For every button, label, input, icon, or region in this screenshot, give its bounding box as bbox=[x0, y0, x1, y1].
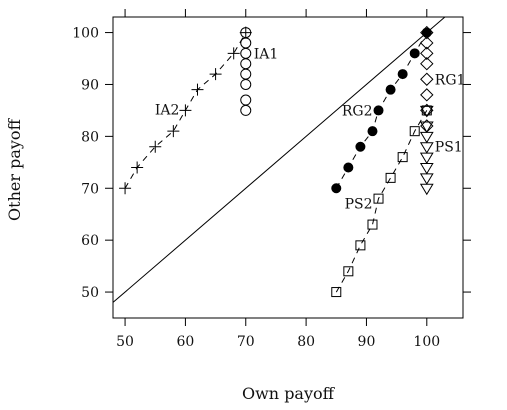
x-axis-label: Own payoff bbox=[242, 384, 336, 403]
plot-frame bbox=[112, 16, 464, 319]
data-point bbox=[419, 173, 434, 185]
data-point bbox=[227, 47, 240, 60]
data-point bbox=[355, 240, 366, 251]
data-point bbox=[331, 183, 342, 194]
data-point bbox=[239, 26, 252, 39]
x-tick-label: 60 bbox=[176, 334, 194, 350]
data-point bbox=[421, 27, 432, 38]
data-point bbox=[240, 58, 252, 70]
data-point bbox=[419, 105, 434, 118]
series-label-ia2: IA2 bbox=[155, 102, 180, 118]
data-point bbox=[167, 125, 180, 138]
data-point bbox=[420, 56, 434, 71]
data-point bbox=[355, 141, 366, 152]
x-tick-label: 70 bbox=[237, 334, 255, 350]
series-rg2 bbox=[331, 27, 432, 194]
series-label-layer: IA1 IA2 RG1 RG2 PS1 PS2 bbox=[155, 46, 466, 212]
series-ia2 bbox=[119, 26, 252, 195]
data-point bbox=[420, 88, 434, 102]
series-label-rg2: RG2 bbox=[342, 103, 373, 119]
data-point bbox=[373, 193, 384, 204]
series-rg1 bbox=[420, 25, 434, 133]
series-ps1 bbox=[419, 105, 434, 196]
x-tick-label: 50 bbox=[116, 334, 134, 350]
y-axis-label: Other payoff bbox=[5, 117, 24, 221]
data-point bbox=[420, 72, 434, 86]
y-tick-label: 80 bbox=[81, 129, 99, 145]
series-label-ia1: IA1 bbox=[254, 46, 279, 62]
data-point bbox=[397, 152, 408, 163]
series-ps2 bbox=[331, 105, 432, 298]
data-point bbox=[240, 47, 252, 59]
y-tick-label: 100 bbox=[72, 26, 99, 42]
data-point bbox=[367, 219, 378, 230]
data-point bbox=[367, 126, 378, 137]
data-point bbox=[419, 142, 434, 154]
reference-line-y-equals-x bbox=[112, 16, 446, 303]
data-point bbox=[240, 94, 252, 106]
data-point bbox=[420, 36, 434, 50]
data-point bbox=[419, 131, 434, 144]
series-label-ps1: PS1 bbox=[435, 140, 463, 156]
data-point bbox=[409, 126, 420, 137]
plot-frame-layer: 50 60 70 80 90 100 50 60 70 80 90 100 bbox=[72, 9, 471, 350]
data-point bbox=[179, 104, 192, 117]
reference-line-layer bbox=[112, 16, 446, 303]
data-point bbox=[385, 172, 396, 183]
data-point bbox=[373, 105, 384, 116]
data-point bbox=[419, 152, 434, 165]
data-point bbox=[419, 121, 434, 133]
data-point bbox=[397, 69, 408, 80]
data-point bbox=[131, 161, 144, 174]
data-point bbox=[240, 78, 252, 90]
x-tick-label: 80 bbox=[297, 334, 315, 350]
data-point bbox=[191, 83, 204, 96]
y-tick-label: 90 bbox=[81, 77, 99, 93]
data-point bbox=[149, 140, 162, 153]
data-point bbox=[409, 48, 420, 59]
y-tick-label: 50 bbox=[81, 285, 99, 301]
series-label-ps2: PS2 bbox=[345, 197, 373, 213]
series-ia1 bbox=[240, 27, 252, 116]
data-point bbox=[343, 266, 354, 277]
data-point bbox=[119, 182, 132, 195]
series-line-ps2 bbox=[335, 110, 428, 293]
data-point bbox=[420, 46, 434, 61]
data-point bbox=[240, 68, 252, 80]
data-point bbox=[209, 68, 222, 81]
data-point bbox=[343, 162, 354, 173]
y-tick-label: 60 bbox=[81, 233, 99, 249]
data-point bbox=[331, 287, 342, 298]
data-point bbox=[419, 163, 434, 175]
data-point bbox=[240, 104, 252, 116]
x-tick-label: 90 bbox=[358, 334, 376, 350]
series-layer bbox=[119, 25, 434, 298]
x-tick-label: 100 bbox=[413, 334, 440, 350]
data-point bbox=[421, 105, 432, 116]
series-label-rg1: RG1 bbox=[435, 72, 466, 88]
y-tick-label: 70 bbox=[81, 181, 99, 197]
data-point bbox=[385, 84, 396, 95]
data-point bbox=[419, 183, 434, 196]
